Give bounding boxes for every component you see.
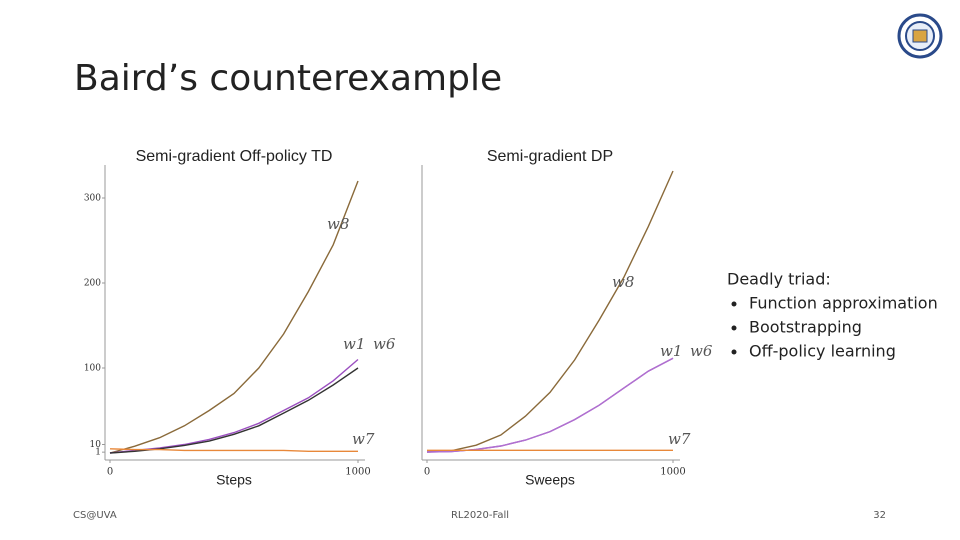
y-tick-label: 1 xyxy=(95,448,101,458)
chart-title: Semi-gradient Off-policy TD xyxy=(136,148,333,165)
y-tick-label: 10 xyxy=(90,440,102,450)
series-label: w6 xyxy=(373,335,396,353)
x-tick-label: 0 xyxy=(424,467,430,478)
bullets xyxy=(731,301,737,355)
series-line xyxy=(109,367,359,454)
y-tick-label: 300 xyxy=(84,194,101,204)
x-axis-label: Sweeps xyxy=(525,472,575,488)
chart-title: Semi-gradient DP xyxy=(487,148,613,165)
series-label: w7 xyxy=(352,430,375,448)
logo xyxy=(897,13,943,59)
x-axis-label: Steps xyxy=(216,472,252,488)
series-line xyxy=(426,357,674,453)
y-tick-label: 100 xyxy=(84,364,101,374)
x-tick-label: 1000 xyxy=(345,467,370,478)
bullet: Function approximation xyxy=(749,294,938,313)
series-label: w7 xyxy=(668,430,691,448)
series-line xyxy=(109,180,359,454)
series-line xyxy=(109,358,359,454)
series-label: w8 xyxy=(327,215,349,233)
series-line xyxy=(426,170,674,453)
bullet: Bootstrapping xyxy=(749,318,862,337)
series-label: w1 xyxy=(343,335,365,353)
series-line xyxy=(109,448,358,452)
series-line xyxy=(426,357,674,453)
x-tick-label: 0 xyxy=(107,467,113,478)
page-number: 32 xyxy=(873,510,886,521)
slide-title: Baird’s counterexample xyxy=(74,58,502,99)
series-label: w8 xyxy=(612,273,634,291)
series-label: w1 xyxy=(660,342,682,360)
footer-left: CS@UVA xyxy=(73,510,117,521)
note-heading: Deadly triad: xyxy=(727,270,831,289)
y-tick-label: 200 xyxy=(84,279,101,289)
x-tick-label: 1000 xyxy=(660,467,685,478)
footer-center: RL2020-Fall xyxy=(451,510,509,521)
series-label: w6 xyxy=(690,342,713,360)
bullet: Off-policy learning xyxy=(749,342,896,361)
